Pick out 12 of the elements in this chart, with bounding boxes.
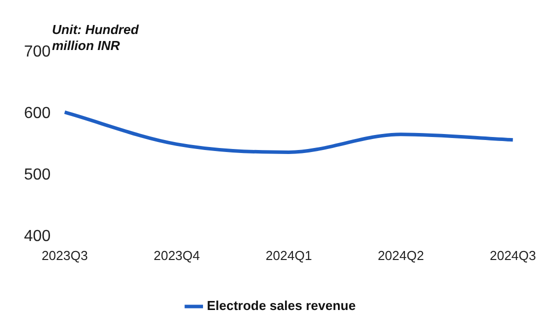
- y-tick-label: 400: [24, 228, 51, 245]
- x-tick-label: 2024Q1: [266, 248, 312, 263]
- x-tick-label: 2023Q4: [154, 248, 200, 263]
- x-tick-label: 2023Q3: [42, 248, 88, 263]
- legend-label: Electrode sales revenue: [206, 298, 356, 314]
- x-tick-label: 2024Q3: [490, 248, 536, 263]
- y-tick-label: 600: [24, 104, 51, 122]
- annotation: Unit: Hundred million INR: [52, 22, 140, 54]
- x-tick-label: 2024Q2: [378, 248, 424, 263]
- y-tick-label: 700: [24, 43, 51, 60]
- y-tick-label: 500: [24, 166, 51, 184]
- line-series: [62, 110, 515, 154]
